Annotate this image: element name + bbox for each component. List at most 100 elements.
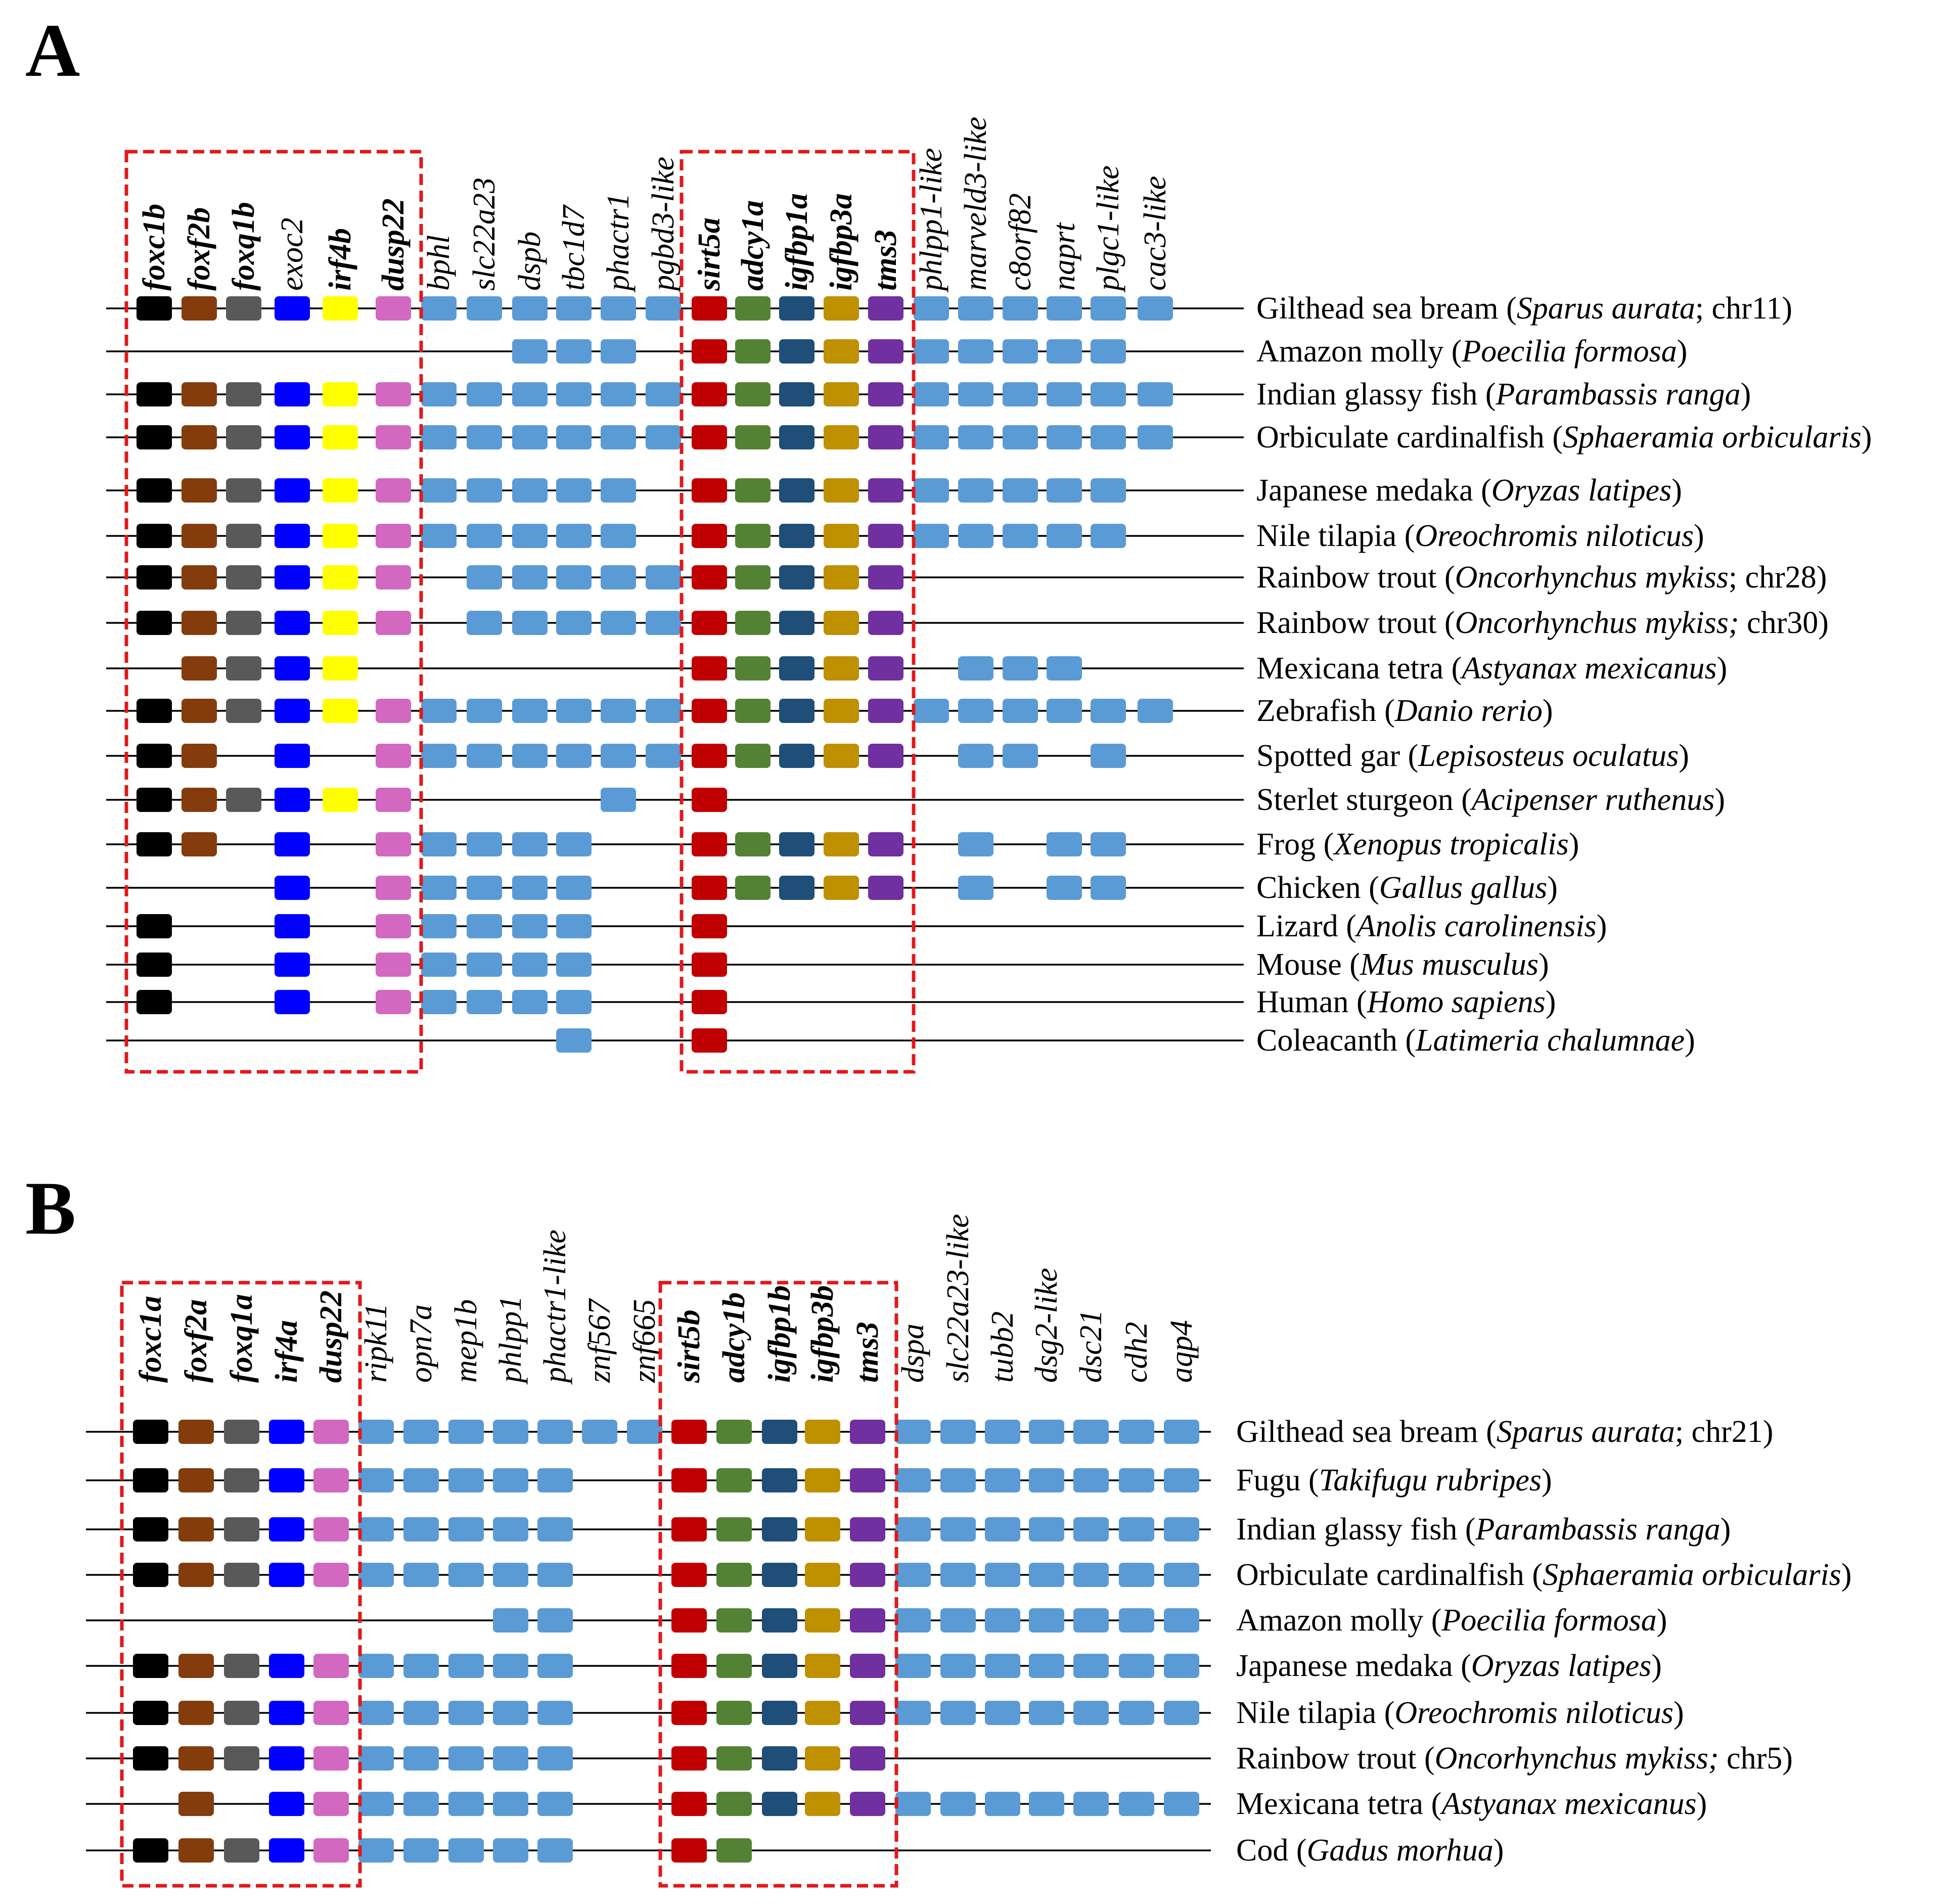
gene-block-naprt bbox=[1047, 478, 1082, 503]
gene-block-igfbp3a bbox=[824, 382, 859, 406]
gene-block-dspb bbox=[512, 339, 548, 364]
gene-block-sirt5a bbox=[692, 699, 727, 723]
gene-block-dsg2-like bbox=[1029, 1792, 1064, 1816]
species-paren-close: ) bbox=[1671, 473, 1682, 508]
gene-block-tms3 bbox=[868, 744, 903, 768]
gene-block-foxq1b bbox=[226, 425, 261, 449]
species-common-name: Fugu bbox=[1236, 1463, 1300, 1498]
gene-block-igfbp1a bbox=[779, 656, 814, 681]
gene-block-dusp22 bbox=[376, 565, 411, 590]
gene-block-mep1b bbox=[448, 1792, 484, 1816]
gene-block-slc22a23 bbox=[467, 425, 502, 449]
gene-block-phlpp1 bbox=[493, 1517, 528, 1542]
gene-block-bphl bbox=[421, 524, 457, 548]
gene-block-dusp22 bbox=[313, 1420, 349, 1444]
species-common-name: Amazon molly bbox=[1256, 334, 1443, 369]
species-label: Coleacanth (Latimeria chalumnae) bbox=[1256, 1023, 1695, 1058]
gene-block-ripk11 bbox=[358, 1468, 394, 1492]
gene-block-phlpp1-like bbox=[914, 339, 949, 364]
species-common-name: Spotted gar bbox=[1256, 739, 1400, 773]
gene-block-opn7a bbox=[403, 1792, 439, 1816]
species-paren-close: ) bbox=[1542, 1463, 1552, 1498]
gene-label: slc22a23 bbox=[467, 177, 502, 291]
gene-block-dusp22 bbox=[313, 1838, 349, 1863]
gene-block-adcy1a bbox=[735, 382, 771, 406]
gene-block-ripk11 bbox=[358, 1654, 394, 1678]
gene-block-phactr1-like bbox=[537, 1420, 573, 1444]
conserved-block-box bbox=[124, 150, 423, 1074]
species-paren-close: ) bbox=[1741, 377, 1751, 412]
species-chromosome: ; chr21 bbox=[1675, 1415, 1763, 1449]
gene-block-foxc1b bbox=[137, 788, 172, 812]
species-paren-open: ( bbox=[1300, 1463, 1319, 1498]
gene-block-foxq1b bbox=[226, 565, 261, 590]
gene-label: dspa bbox=[896, 1324, 930, 1383]
gene-label: mep1b bbox=[449, 1299, 483, 1383]
gene-block-adcy1a bbox=[735, 876, 771, 900]
gene-block-adcy1b bbox=[716, 1420, 752, 1444]
species-label: Human (Homo sapiens) bbox=[1256, 985, 1556, 1019]
species-paren-close: ) bbox=[1782, 1741, 1793, 1776]
species-chromosome: chr30 bbox=[1739, 606, 1819, 640]
gene-block-igfbp3a bbox=[824, 425, 859, 449]
gene-block-foxc1b bbox=[137, 699, 172, 723]
gene-block-dusp22 bbox=[376, 832, 411, 856]
gene-label: sirt5a bbox=[692, 217, 727, 291]
gene-block-opn7a bbox=[403, 1701, 439, 1725]
gene-block-igfbp3a bbox=[824, 656, 859, 681]
gene-block-tms3 bbox=[850, 1701, 885, 1725]
species-paren-close: ) bbox=[1817, 560, 1827, 595]
conserved-block-box bbox=[658, 1281, 898, 1888]
gene-block-cdh2 bbox=[1119, 1420, 1154, 1444]
gene-label: c8orf82 bbox=[1003, 193, 1037, 291]
gene-block-foxc1a bbox=[133, 1701, 168, 1725]
gene-block-dusp22 bbox=[376, 382, 411, 406]
species-scientific-name: Takifugu rubripes bbox=[1319, 1463, 1542, 1498]
gene-block-adcy1a bbox=[735, 699, 771, 723]
gene-block-dsg2-like bbox=[1029, 1517, 1064, 1542]
gene-block-adcy1b bbox=[716, 1608, 752, 1633]
gene-block-phlpp1-like bbox=[914, 699, 949, 723]
gene-block-irf4b bbox=[323, 656, 358, 681]
gene-block-foxc1a bbox=[133, 1563, 168, 1587]
gene-block-dsc21 bbox=[1073, 1468, 1109, 1492]
gene-block-bphl bbox=[421, 744, 457, 768]
species-paren-close: ) bbox=[1818, 606, 1829, 640]
gene-block-dspb bbox=[512, 876, 548, 900]
gene-block-dspa bbox=[895, 1792, 931, 1816]
gene-block-irf4a bbox=[269, 1701, 304, 1725]
gene-block-tubb2 bbox=[985, 1517, 1020, 1542]
gene-block-igfbp3a bbox=[824, 339, 859, 364]
species-scientific-name: Xenopus tropicalis bbox=[1332, 827, 1568, 862]
species-common-name: Mexicana tetra bbox=[1256, 651, 1443, 686]
gene-block-sirt5a bbox=[692, 788, 727, 812]
species-scientific-name: Oncorhynchus mykiss; bbox=[1435, 1741, 1719, 1776]
gene-block-slc22a23 bbox=[467, 382, 502, 406]
species-common-name: Mexicana tetra bbox=[1236, 1787, 1423, 1821]
gene-block-ripk11 bbox=[358, 1420, 394, 1444]
gene-block-slc22a23 bbox=[467, 876, 502, 900]
gene-block-marveld3-like bbox=[958, 296, 993, 321]
gene-block-naprt bbox=[1047, 425, 1082, 449]
species-label: Orbiculate cardinalfish (Sphaeramia orbi… bbox=[1236, 1558, 1851, 1592]
gene-block-igfbp1a bbox=[779, 832, 814, 856]
gene-block-foxf2b bbox=[182, 832, 217, 856]
gene-block-ripk11 bbox=[358, 1838, 394, 1863]
gene-block-irf4b bbox=[323, 699, 358, 723]
gene-block-igfbp3b bbox=[805, 1517, 840, 1542]
gene-block-foxc1b bbox=[137, 611, 172, 635]
gene-block-sirt5b bbox=[671, 1746, 707, 1771]
gene-block-foxc1b bbox=[137, 478, 172, 503]
gene-label: znf665 bbox=[627, 1299, 662, 1383]
species-label: Chicken (Gallus gallus) bbox=[1256, 871, 1558, 905]
species-label: Lizard (Anolis carolinensis) bbox=[1256, 909, 1607, 943]
species-label: Orbiculate cardinalfish (Sphaeramia orbi… bbox=[1256, 420, 1872, 455]
gene-block-foxf2a bbox=[178, 1654, 214, 1678]
gene-block-slc22a23-like bbox=[940, 1517, 976, 1542]
gene-block-sirt5a bbox=[692, 990, 727, 1014]
species-paren-close: ) bbox=[1677, 334, 1688, 369]
gene-block-sirt5b bbox=[671, 1608, 707, 1633]
gene-block-cdh2 bbox=[1119, 1792, 1154, 1816]
species-scientific-name: Astyanax mexicanus bbox=[1439, 1787, 1696, 1821]
gene-block-igfbp1a bbox=[779, 565, 814, 590]
